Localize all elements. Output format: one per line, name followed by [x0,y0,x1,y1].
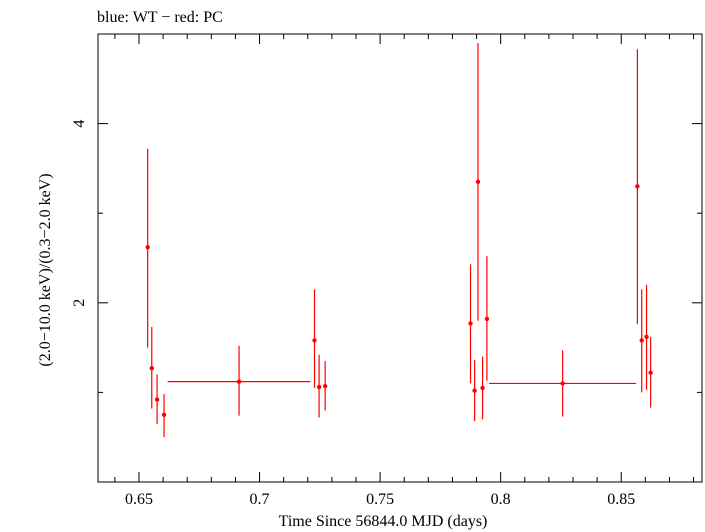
data-point [489,350,637,417]
point-marker [161,412,167,417]
point-marker [236,379,242,384]
point-marker [312,338,317,343]
data-series-pc [145,42,653,438]
point-marker [644,334,649,340]
point-marker [475,179,481,185]
data-point [484,256,490,381]
data-point [648,336,653,408]
data-point [149,326,154,409]
point-marker [648,370,653,375]
data-point [475,42,481,321]
point-marker [484,316,490,322]
data-point [145,148,150,348]
y-axis: 24 [71,120,702,393]
point-marker [149,366,154,371]
y-axis-label: (2.0−10.0 keV)/(0.3−2.0 keV) [37,173,54,366]
data-point [639,289,644,393]
x-tick-label: 0.8 [491,491,511,508]
point-marker [322,383,328,389]
point-marker [639,338,644,343]
data-point [322,361,328,411]
point-marker [480,385,485,391]
point-marker [635,184,640,189]
x-tick-label: 0.85 [607,491,635,508]
x-tick-label: 0.65 [125,491,153,508]
x-tick-label: 0.75 [366,491,394,508]
data-point [161,394,167,438]
y-tick-label: 2 [71,299,88,307]
point-marker [472,388,477,393]
data-point [316,354,322,418]
data-point [167,345,311,416]
x-tick-label: 0.7 [250,491,270,508]
y-tick-label: 4 [71,120,88,128]
point-marker [154,397,160,402]
chart-title: blue: WT − red: PC [97,9,223,26]
data-point [154,374,160,424]
x-axis-label: Time Since 56844.0 MJD (days) [279,513,488,530]
data-point [480,356,485,420]
plot-frame [97,33,703,483]
point-marker [145,245,150,250]
data-point [312,289,317,388]
point-marker [316,384,322,390]
data-point [644,284,649,390]
x-axis: 0.65 0.7 0.75 0.8 0.85 [114,34,695,508]
data-point [635,49,640,325]
data-point [472,360,477,422]
point-marker [468,321,473,326]
point-marker [560,381,565,386]
data-point [468,264,473,384]
